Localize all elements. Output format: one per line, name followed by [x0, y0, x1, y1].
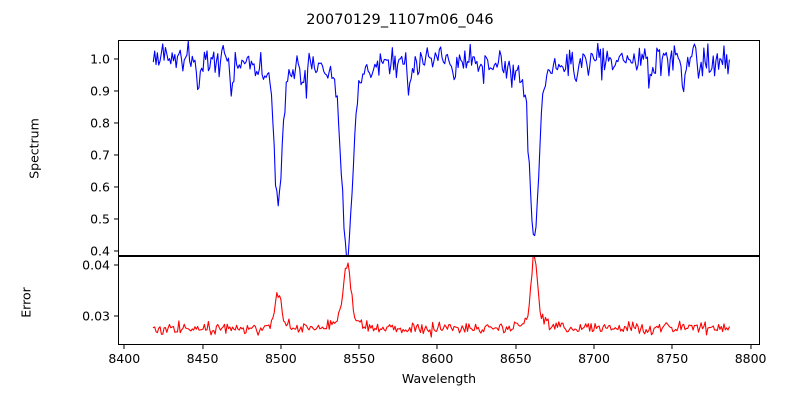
spectrum-ytick-mark-1	[114, 218, 118, 220]
xtick-label-3: 8550	[343, 351, 376, 366]
xtick-mark-0	[123, 345, 125, 349]
error-plot-area	[152, 257, 730, 338]
xtick-label-8: 8800	[734, 351, 767, 366]
xtick-label-2: 8500	[264, 351, 297, 366]
spectrum-ytick-mark-2	[114, 186, 118, 188]
xtick-mark-4	[436, 345, 438, 349]
error-y-axis-label: Error	[18, 287, 34, 318]
xtick-mark-7	[671, 345, 673, 349]
xtick-label-7: 8750	[656, 351, 689, 366]
x-axis-label: Wavelength	[401, 371, 477, 386]
xtick-label-0: 8400	[108, 351, 141, 366]
xtick-mark-1	[202, 345, 204, 349]
error-series-line	[152, 257, 730, 338]
spectrum-series-line	[152, 41, 730, 255]
spectrum-ytick-label-2: 0.6	[90, 179, 110, 195]
spectrum-ytick-mark-6	[114, 58, 118, 60]
spectrum-ytick-mark-3	[114, 154, 118, 156]
spectrum-ytick-label-5: 0.9	[90, 83, 110, 99]
spectrum-ytick-mark-5	[114, 90, 118, 92]
xtick-mark-8	[750, 345, 752, 349]
spectrum-plot-area	[152, 41, 730, 255]
error-ytick-label-0: 0.03	[82, 308, 110, 324]
error-ytick-label-1: 0.04	[82, 257, 110, 273]
spectrum-panel	[118, 40, 760, 256]
xtick-label-5: 8650	[499, 351, 532, 366]
xtick-mark-5	[515, 345, 517, 349]
xtick-label-1: 8450	[186, 351, 219, 366]
spectrum-y-axis-label: Spectrum	[26, 118, 42, 179]
spectrum-ytick-mark-4	[114, 122, 118, 124]
xtick-mark-2	[280, 345, 282, 349]
spectrum-ytick-label-6: 1.0	[90, 51, 110, 67]
xtick-label-4: 8600	[421, 351, 454, 366]
xtick-mark-6	[593, 345, 595, 349]
xtick-label-6: 8700	[578, 351, 610, 366]
spectrum-ytick-mark-0	[114, 250, 118, 252]
xtick-mark-3	[358, 345, 360, 349]
spectrum-ytick-label-3: 0.7	[90, 147, 110, 163]
error-ytick-mark-1	[114, 264, 118, 266]
error-ytick-mark-0	[114, 315, 118, 317]
error-panel	[118, 256, 760, 345]
spectrum-ytick-label-0: 0.4	[90, 243, 110, 259]
page-title: 20070129_1107m06_046	[306, 12, 494, 28]
spectrum-ytick-label-1: 0.5	[90, 211, 110, 227]
spectrum-ytick-label-4: 0.8	[90, 115, 110, 131]
y-axis-tick-labels: 0.4 0.5 0.6 0.7 0.8 0.9 1.0 0.03 0.04	[48, 0, 110, 400]
